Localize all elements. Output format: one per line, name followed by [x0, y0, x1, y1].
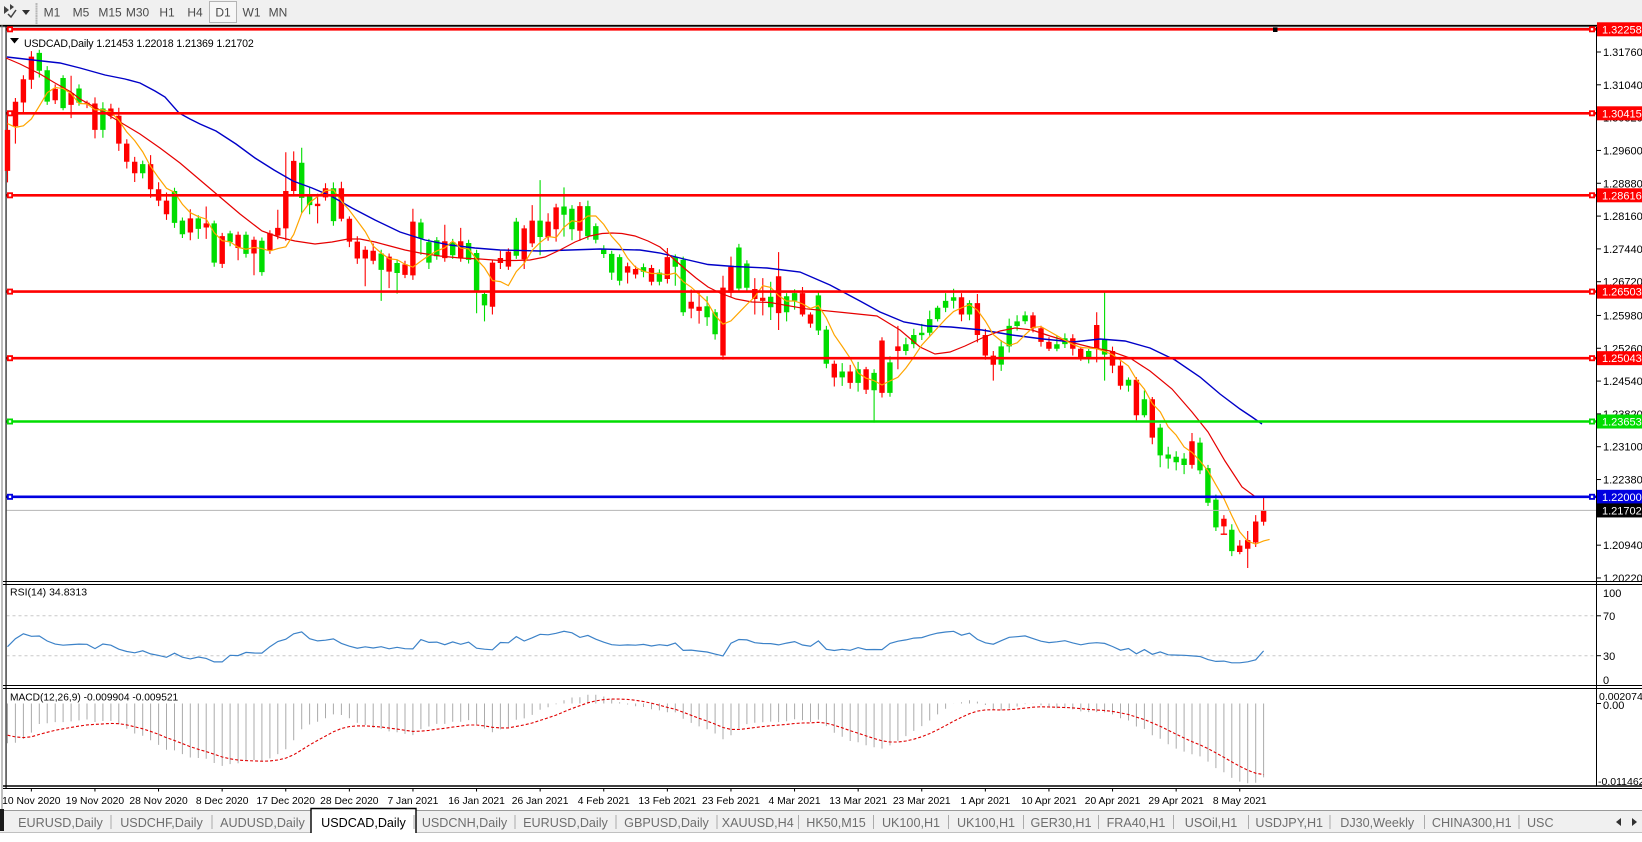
svg-text:16 Jan 2021: 16 Jan 2021 [448, 796, 505, 807]
svg-text:1.22000: 1.22000 [1602, 492, 1642, 504]
svg-text:M15: M15 [98, 6, 122, 20]
svg-text:FRA40,H1: FRA40,H1 [1107, 816, 1166, 830]
svg-text:10 Apr 2021: 10 Apr 2021 [1021, 796, 1077, 807]
svg-text:GER30,H1: GER30,H1 [1031, 816, 1092, 830]
svg-text:1.27440: 1.27440 [1603, 244, 1642, 256]
svg-text:1.30415: 1.30415 [1602, 108, 1642, 120]
svg-text:1.23653: 1.23653 [1602, 417, 1642, 429]
svg-text:70: 70 [1603, 611, 1615, 623]
svg-text:AUDUSD,Daily: AUDUSD,Daily [220, 816, 305, 830]
svg-text:GBPUSD,Daily: GBPUSD,Daily [624, 816, 709, 830]
svg-text:0: 0 [1603, 675, 1609, 687]
svg-text:1.28616: 1.28616 [1602, 190, 1642, 202]
svg-text:USDCAD,Daily 1.21453 1.22018: USDCAD,Daily 1.21453 1.22018 1.21369 1.2… [24, 38, 254, 50]
svg-text:29 Apr 2021: 29 Apr 2021 [1148, 796, 1204, 807]
svg-text:1.20220: 1.20220 [1603, 573, 1642, 585]
svg-text:M5: M5 [73, 6, 90, 20]
svg-text:8 May 2021: 8 May 2021 [1213, 796, 1267, 807]
svg-text:RSI(14) 34.8313: RSI(14) 34.8313 [10, 587, 87, 599]
svg-text:USDCNH,Daily: USDCNH,Daily [422, 816, 508, 830]
svg-text:1.25980: 1.25980 [1603, 310, 1642, 322]
svg-text:10 Nov 2020: 10 Nov 2020 [2, 796, 61, 807]
svg-text:23 Feb 2021: 23 Feb 2021 [702, 796, 760, 807]
svg-text:M30: M30 [126, 6, 150, 20]
svg-text:H4: H4 [187, 6, 203, 20]
svg-text:0.00: 0.00 [1603, 700, 1624, 712]
svg-text:28 Nov 2020: 28 Nov 2020 [129, 796, 188, 807]
svg-text:13 Mar 2021: 13 Mar 2021 [829, 796, 887, 807]
svg-text:USDCAD,Daily: USDCAD,Daily [321, 816, 406, 830]
svg-text:DJ30,Weekly: DJ30,Weekly [1340, 816, 1415, 830]
svg-text:1.29600: 1.29600 [1603, 145, 1642, 157]
svg-text:1.31040: 1.31040 [1603, 80, 1642, 92]
svg-text:W1: W1 [243, 6, 261, 20]
svg-text:1.32258: 1.32258 [1602, 24, 1642, 36]
svg-text:26 Jan 2021: 26 Jan 2021 [512, 796, 569, 807]
svg-text:USDCHF,Daily: USDCHF,Daily [120, 816, 203, 830]
svg-text:UK100,H1: UK100,H1 [957, 816, 1015, 830]
svg-text:1.25043: 1.25043 [1602, 353, 1642, 365]
svg-text:30: 30 [1603, 651, 1615, 663]
svg-text:8 Dec 2020: 8 Dec 2020 [196, 796, 249, 807]
svg-text:13 Feb 2021: 13 Feb 2021 [638, 796, 696, 807]
svg-text:7 Jan 2021: 7 Jan 2021 [387, 796, 438, 807]
svg-text:1.21702: 1.21702 [1602, 505, 1642, 517]
svg-text:USC: USC [1527, 816, 1554, 830]
svg-text:17 Dec 2020: 17 Dec 2020 [257, 796, 316, 807]
svg-text:MACD(12,26,9) -0.009904 -0.009: MACD(12,26,9) -0.009904 -0.009521 [10, 693, 179, 704]
svg-text:4 Feb 2021: 4 Feb 2021 [578, 796, 630, 807]
svg-text:H1: H1 [159, 6, 175, 20]
svg-text:CHINA300,H1: CHINA300,H1 [1432, 816, 1512, 830]
svg-text:M1: M1 [44, 6, 61, 20]
svg-text:19 Nov 2020: 19 Nov 2020 [66, 796, 125, 807]
svg-text:1.24540: 1.24540 [1603, 376, 1642, 388]
svg-text:EURUSD,Daily: EURUSD,Daily [523, 816, 608, 830]
svg-text:UK100,H1: UK100,H1 [882, 816, 940, 830]
svg-text:1.22380: 1.22380 [1603, 475, 1642, 487]
svg-text:USOil,H1: USOil,H1 [1185, 816, 1237, 830]
svg-text:EURUSD,Daily: EURUSD,Daily [18, 816, 103, 830]
svg-text:1.23100: 1.23100 [1603, 442, 1642, 454]
svg-text:-0.011462: -0.011462 [1598, 776, 1642, 788]
svg-text:1.26503: 1.26503 [1602, 287, 1642, 299]
svg-text:USDJPY,H1: USDJPY,H1 [1255, 816, 1323, 830]
svg-text:1.28880: 1.28880 [1603, 178, 1642, 190]
svg-text:HK50,M15: HK50,M15 [806, 816, 866, 830]
svg-text:0.002074: 0.002074 [1599, 691, 1642, 703]
svg-text:28 Dec 2020: 28 Dec 2020 [320, 796, 379, 807]
svg-text:1 Apr 2021: 1 Apr 2021 [960, 796, 1010, 807]
svg-text:100: 100 [1603, 588, 1621, 600]
svg-text:1.28160: 1.28160 [1603, 211, 1642, 223]
svg-text:1.20940: 1.20940 [1603, 540, 1642, 552]
svg-text:MN: MN [269, 6, 288, 20]
svg-text:4 Mar 2021: 4 Mar 2021 [769, 796, 821, 807]
svg-text:20 Apr 2021: 20 Apr 2021 [1085, 796, 1141, 807]
svg-text:XAUUSD,H4: XAUUSD,H4 [722, 816, 794, 830]
svg-text:D1: D1 [215, 6, 231, 20]
svg-text:1.31760: 1.31760 [1603, 47, 1642, 59]
svg-text:23 Mar 2021: 23 Mar 2021 [893, 796, 951, 807]
